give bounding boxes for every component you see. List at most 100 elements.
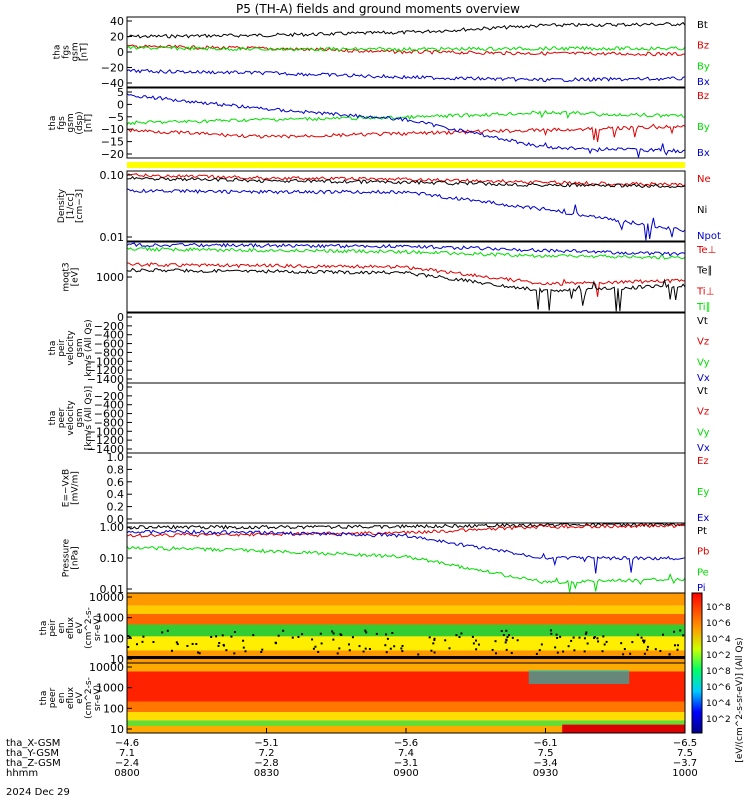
y-tick-label: 1000 — [96, 682, 124, 695]
ephemeris-value: −2.8 — [254, 758, 278, 769]
y-tick-label: 100 — [103, 632, 124, 645]
spectro-speck — [507, 634, 510, 637]
spectro-speck — [198, 652, 201, 655]
y-axis-label-line: moqt3 — [62, 262, 72, 291]
y-axis-label-line: eflux — [66, 686, 76, 709]
y-axis-label-line: [eV] — [71, 268, 81, 287]
panel-frame — [126, 452, 686, 524]
y-tick-label: 0.8 — [107, 463, 125, 476]
spectro-speck — [242, 639, 245, 642]
y-tick-label: 0.2 — [107, 501, 125, 514]
y-tick-label: −1400 — [87, 443, 124, 456]
spectro-speck — [432, 642, 435, 645]
legend-entry: Pe — [697, 567, 709, 578]
panel-frame — [126, 382, 686, 454]
ephemeris-value: −6.1 — [533, 738, 557, 749]
series-line — [126, 267, 686, 312]
y-tick-label: −20 — [101, 148, 124, 161]
y-axis-label-line: [nT] — [80, 43, 90, 61]
y-tick-label: 0 — [117, 311, 124, 324]
spectro-speck — [585, 631, 588, 634]
spectro-speck — [605, 640, 608, 643]
spectro-speck — [252, 634, 255, 637]
chart-title: P5 (TH-A) fields and ground moments over… — [236, 2, 520, 16]
spectro-speck — [127, 635, 130, 638]
legend-entry: Vx — [697, 443, 710, 454]
spectro-speck — [549, 629, 552, 632]
spectro-speck — [593, 636, 596, 639]
y-axis-label-line: peer — [48, 687, 58, 708]
legend-entry: Ni — [697, 205, 707, 216]
spectro-speck — [491, 648, 494, 651]
legend-entry: Bz — [697, 41, 709, 52]
spectro-speck — [583, 637, 586, 640]
spectro-speck — [471, 635, 474, 638]
series-line — [126, 529, 686, 574]
spectro-speck — [597, 640, 600, 643]
spectro-speck — [601, 650, 604, 653]
spectro-patch — [528, 670, 630, 684]
legend-entry: By — [697, 61, 710, 72]
y-axis-label-line: tha — [48, 116, 58, 131]
spectro-speck — [170, 649, 173, 652]
spectro-speck — [197, 651, 200, 654]
legend-entry: Bz — [697, 91, 709, 102]
spectro-speck — [336, 652, 339, 655]
legend-entry: Vx — [697, 373, 710, 384]
spectro-speck — [444, 639, 447, 642]
spectro-speck — [494, 652, 497, 655]
spectro-speck — [301, 633, 304, 636]
y-tick-label: −20 — [101, 62, 124, 75]
spectro-speck — [127, 646, 130, 649]
spectro-speck — [596, 637, 599, 640]
ephemeris-value: 7.2 — [259, 748, 275, 759]
spectro-speck — [494, 640, 497, 643]
ephemeris-value: 1000 — [672, 768, 697, 779]
series-line — [126, 188, 686, 241]
spectro-speck — [433, 651, 436, 654]
spectro-speck — [261, 648, 264, 651]
legend-entry: Ti∥ — [696, 302, 711, 313]
spectro-speck — [218, 642, 221, 645]
spectro-speck — [506, 636, 509, 639]
colorbar-tick: 10^6 — [706, 683, 731, 693]
spectro-speck — [222, 644, 225, 647]
y-axis-label: Density [1/cc] [cm−3] — [57, 188, 85, 223]
legend-entry: Pi — [697, 583, 706, 594]
ephemeris-value: 0930 — [533, 768, 558, 779]
ephemeris-value: −4.6 — [115, 738, 139, 749]
y-tick-label: −400 — [94, 329, 124, 342]
series-line — [126, 242, 686, 257]
spectro-speck — [375, 632, 378, 635]
y-axis-label-line: velocity — [66, 330, 76, 366]
spectro-speck — [142, 635, 145, 638]
spectro-speck — [191, 642, 194, 645]
spectro-speck — [562, 650, 565, 653]
y-tick-label: 0.01 — [100, 231, 125, 244]
ephemeris-table: tha_X-GSM −4.6 −5.1 −5.6 −6.1 −6.5 tha_Y-GSM 7.… — [6, 738, 698, 779]
spectro-speck — [195, 643, 198, 646]
legend-entry: Ne — [697, 174, 711, 185]
y-tick-label: 0 — [117, 98, 124, 111]
spectro-speck — [393, 645, 396, 648]
spectro-speck — [654, 648, 657, 651]
series-line — [126, 262, 685, 297]
colorbar: 10^8 10^6 10^4 10^2 10^8 10^6 10^4 10^2 [eV/(cm^… — [691, 592, 745, 763]
series-line — [126, 21, 686, 39]
spectro-band — [127, 605, 685, 614]
spectro-speck — [314, 645, 317, 648]
spectro-speck — [242, 646, 245, 649]
y-tick-label: 0.6 — [107, 476, 125, 489]
y-tick-label: −800 — [94, 346, 124, 359]
y-axis-label-line: [nPa] — [71, 546, 81, 569]
ephemeris-value: 7.1 — [119, 748, 135, 759]
y-tick-label: −1200 — [87, 364, 124, 377]
y-axis-label: tha fgs gsm [nT] — [53, 42, 90, 61]
y-axis-label-line: peir — [57, 339, 67, 357]
y-axis-label-line: en — [57, 692, 67, 703]
spectro-speck — [559, 635, 562, 638]
spectro-speck — [364, 629, 367, 632]
spectro-speck — [141, 640, 144, 643]
legend-entry: Bt — [697, 20, 708, 31]
